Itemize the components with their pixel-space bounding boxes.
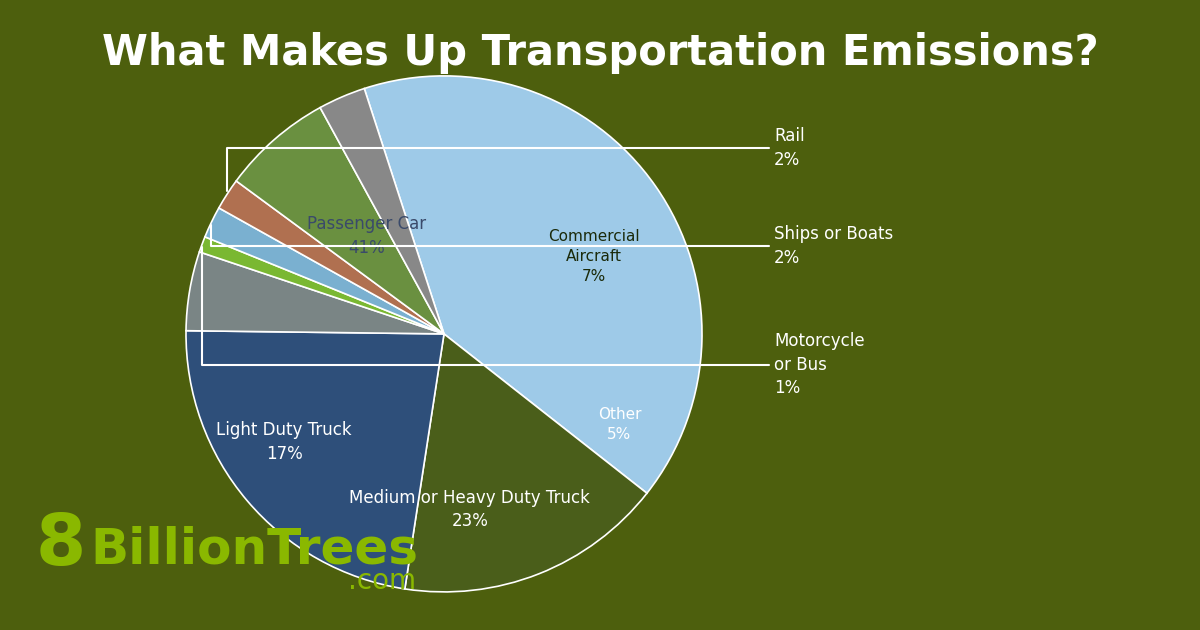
Text: BillionTrees: BillionTrees <box>90 525 418 573</box>
Text: Light Duty Truck
17%: Light Duty Truck 17% <box>216 421 352 463</box>
Wedge shape <box>205 208 444 334</box>
Text: Medium or Heavy Duty Truck
23%: Medium or Heavy Duty Truck 23% <box>349 488 590 530</box>
Wedge shape <box>365 76 702 493</box>
Text: 8: 8 <box>36 510 86 580</box>
Text: Rail
2%: Rail 2% <box>227 127 805 192</box>
Text: Motorcycle
or Bus
1%: Motorcycle or Bus 1% <box>202 247 865 398</box>
Text: .com: .com <box>348 568 416 595</box>
Text: Passenger Car
41%: Passenger Car 41% <box>307 215 426 256</box>
Wedge shape <box>199 237 444 334</box>
Text: What Makes Up Transportation Emissions?: What Makes Up Transportation Emissions? <box>102 32 1098 74</box>
Wedge shape <box>218 181 444 334</box>
Text: Commercial
Aircraft
7%: Commercial Aircraft 7% <box>548 229 640 284</box>
Wedge shape <box>186 252 444 334</box>
Text: Other
5%: Other 5% <box>598 407 641 442</box>
Wedge shape <box>404 334 647 592</box>
Wedge shape <box>320 89 444 334</box>
Text: Ships or Boats
2%: Ships or Boats 2% <box>211 225 894 267</box>
Wedge shape <box>186 331 444 589</box>
Wedge shape <box>236 108 444 334</box>
